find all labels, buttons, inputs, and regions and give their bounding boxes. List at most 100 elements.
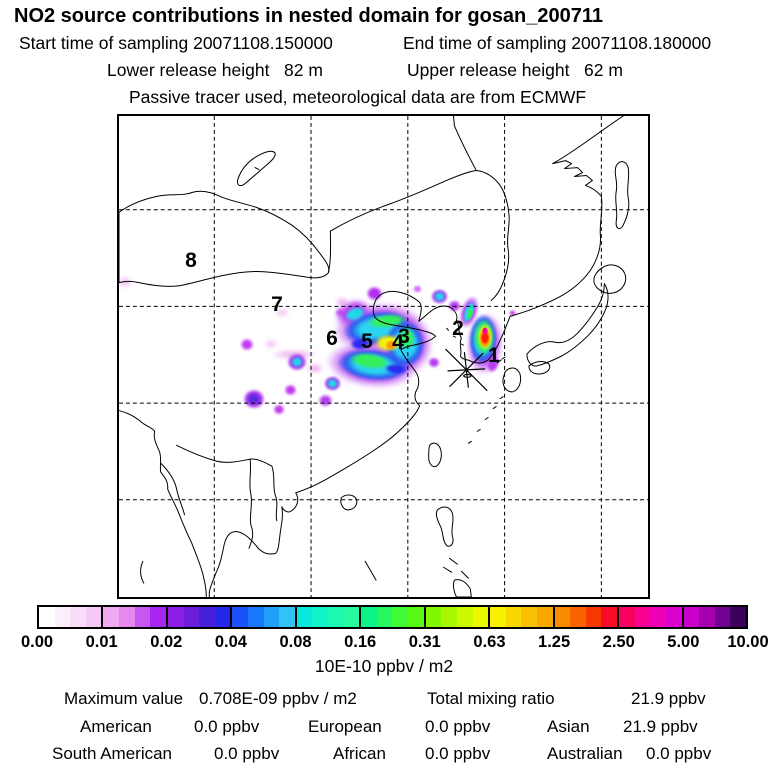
honshu <box>526 283 609 367</box>
colorbar-cell <box>585 607 602 627</box>
colorbar-cell <box>554 607 571 627</box>
colorbar-cell <box>392 607 409 627</box>
coastlines <box>119 116 630 597</box>
colorbar-tick-0.04: 0.04 <box>214 633 247 651</box>
lower-release-height-text: Lower release height 82 m <box>107 60 323 80</box>
colorbar-cell <box>634 607 651 627</box>
taiwan <box>428 442 442 468</box>
colorbar-segment-3 <box>230 607 295 627</box>
colorbar-cell <box>103 607 120 627</box>
colorbar-cell <box>312 607 329 627</box>
colorbar-cell <box>456 607 473 627</box>
colorbar-cell <box>699 607 715 627</box>
colorbar-cell <box>54 607 71 627</box>
colorbar <box>37 605 748 629</box>
european-value: 0.0 ppbv <box>425 717 491 736</box>
colorbar-cell <box>425 607 442 627</box>
colorbar-cell <box>714 607 731 627</box>
colorbar-tick-0.01: 0.01 <box>85 633 118 651</box>
colorbar-cell <box>683 607 700 627</box>
colorbar-tick-0.63: 0.63 <box>473 633 506 651</box>
colorbar-cell <box>361 607 377 627</box>
colorbar-cell <box>570 607 586 627</box>
maximum-value: 0.708E-09 ppbv / m2 <box>199 689 357 708</box>
colorbar-cell <box>619 607 635 627</box>
colorbar-tick-0.00: 0.00 <box>20 633 54 651</box>
asian-label: Asian <box>547 717 590 736</box>
south-american-value: 0.0 ppbv <box>214 744 280 763</box>
colorbar-cell <box>296 607 313 627</box>
colorbar-cell <box>665 607 682 627</box>
indochina-borders <box>160 444 278 549</box>
colorbar-cell <box>247 607 264 627</box>
colorbar-segment-6 <box>423 607 489 627</box>
total-mixing-ratio-value: 21.9 ppbv <box>631 689 706 708</box>
colorbar-cell <box>70 607 86 627</box>
australian-label: Australian <box>547 744 623 763</box>
colorbar-segment-5 <box>359 607 424 627</box>
colorbar-cell <box>537 607 553 627</box>
colorbar-tick-2.50: 2.50 <box>602 633 635 651</box>
region-number-1: 1 <box>488 344 500 367</box>
asian-value: 21.9 ppbv <box>623 717 698 736</box>
colorbar-cell <box>85 607 102 627</box>
colorbar-tick-10.00: 10.00 <box>727 633 768 651</box>
colorbar-cell <box>505 607 522 627</box>
south-american-label: South American <box>52 744 173 763</box>
colorbar-segment-8 <box>552 607 618 627</box>
colorbar-cell <box>39 607 55 627</box>
colorbar-segment-10 <box>681 607 746 627</box>
colorbar-cell <box>441 607 457 627</box>
colorbar-cell <box>328 607 344 627</box>
region-number-7: 7 <box>271 293 283 316</box>
mongolia-border <box>119 190 330 287</box>
region-number-4: 4 <box>392 331 404 354</box>
colorbar-cell <box>343 607 360 627</box>
colorbar-tick-0.02: 0.02 <box>150 633 183 651</box>
colorbar-segment-0 <box>39 607 102 627</box>
page-title: NO2 source contributions in nested domai… <box>14 5 604 27</box>
colorbar-cell <box>183 607 200 627</box>
colorbar-cell <box>232 607 248 627</box>
african-label: African <box>333 744 386 763</box>
european-label: European <box>308 717 382 736</box>
hokkaido <box>593 264 627 294</box>
region-number-6: 6 <box>326 327 338 350</box>
colorbar-tick-0.31: 0.31 <box>408 633 441 651</box>
graticule <box>119 116 648 597</box>
colorbar-unit-label: 10E-10 ppbv / m2 <box>314 656 454 676</box>
colorbar-cell <box>490 607 506 627</box>
colorbar-cell <box>472 607 489 627</box>
region-number-5: 5 <box>361 330 373 353</box>
sri-lanka <box>140 560 145 584</box>
colorbar-tick-0.08: 0.08 <box>279 633 312 651</box>
american-label: American <box>80 717 152 736</box>
african-value: 0.0 ppbv <box>425 744 491 763</box>
colorbar-segment-7 <box>488 607 553 627</box>
colorbar-cell <box>408 607 424 627</box>
colorbar-segment-4 <box>294 607 360 627</box>
amur-border-lines <box>327 116 510 301</box>
korea-china-coast <box>208 290 511 597</box>
start-time-text: Start time of sampling 20071108.150000 <box>19 33 333 53</box>
colorbar-cell <box>263 607 280 627</box>
end-time-text: End time of sampling 20071108.180000 <box>403 33 712 53</box>
region-number-8: 8 <box>185 249 197 272</box>
colorbar-cell <box>279 607 295 627</box>
colorbar-tick-0.16: 0.16 <box>344 633 377 651</box>
colorbar-segment-2 <box>165 607 231 627</box>
colorbar-tick-1.25: 1.25 <box>538 633 571 651</box>
maximum-value-label: Maximum value <box>64 689 184 708</box>
yellow-sea-islets <box>446 327 464 346</box>
total-mixing-ratio-label: Total mixing ratio <box>427 689 555 708</box>
colorbar-cell <box>150 607 166 627</box>
colorbar-cell <box>119 607 135 627</box>
colorbar-segment-1 <box>101 607 166 627</box>
australian-value: 0.0 ppbv <box>646 744 712 763</box>
okhotsk-coast <box>509 116 624 317</box>
shikoku <box>528 361 551 375</box>
receptor-star-marker <box>445 348 488 392</box>
american-value: 0.0 ppbv <box>194 717 260 736</box>
palawan <box>364 560 377 581</box>
